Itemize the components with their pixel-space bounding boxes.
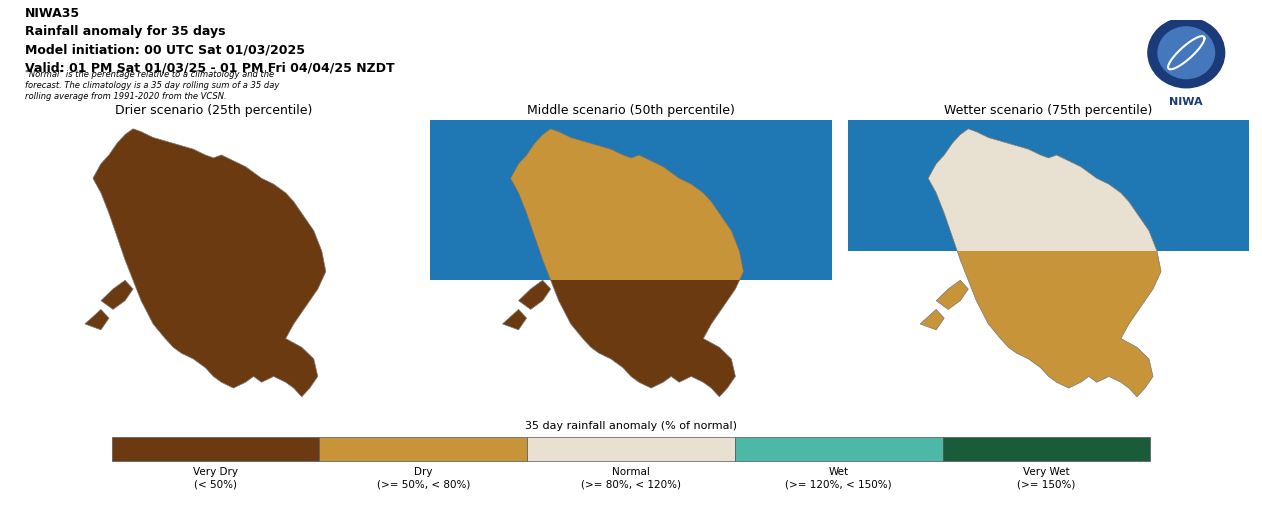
FancyBboxPatch shape [319, 437, 528, 461]
Text: "Normal" is the perentage relative to a climatology and the
forecast. The climat: "Normal" is the perentage relative to a … [25, 70, 279, 101]
Text: 35 day rainfall anomaly (% of normal): 35 day rainfall anomaly (% of normal) [525, 421, 737, 431]
FancyBboxPatch shape [528, 437, 734, 461]
Polygon shape [511, 129, 743, 397]
Polygon shape [93, 129, 326, 397]
Polygon shape [85, 309, 109, 330]
FancyBboxPatch shape [943, 437, 1151, 461]
Text: Wet
(>= 120%, < 150%): Wet (>= 120%, < 150%) [785, 466, 892, 489]
Circle shape [1159, 27, 1214, 78]
Text: Dry
(>= 50%, < 80%): Dry (>= 50%, < 80%) [376, 466, 469, 489]
Polygon shape [928, 129, 1161, 397]
Title: Middle scenario (50th percentile): Middle scenario (50th percentile) [528, 104, 734, 117]
Text: Normal
(>= 80%, < 120%): Normal (>= 80%, < 120%) [581, 466, 681, 489]
Polygon shape [511, 129, 743, 397]
Text: Very Wet
(>= 150%): Very Wet (>= 150%) [1017, 466, 1075, 489]
Polygon shape [928, 129, 1161, 397]
Text: Very Dry
(< 50%): Very Dry (< 50%) [193, 466, 239, 489]
Polygon shape [920, 309, 944, 330]
Title: Drier scenario (25th percentile): Drier scenario (25th percentile) [115, 104, 312, 117]
Circle shape [1148, 18, 1224, 88]
Polygon shape [936, 280, 968, 309]
Polygon shape [848, 91, 1249, 251]
Polygon shape [430, 91, 832, 280]
Text: NIWA: NIWA [1170, 97, 1203, 106]
Polygon shape [502, 309, 526, 330]
FancyBboxPatch shape [111, 437, 319, 461]
Polygon shape [101, 280, 133, 309]
Text: NIWA35
Rainfall anomaly for 35 days
Model initiation: 00 UTC Sat 01/03/2025
Vali: NIWA35 Rainfall anomaly for 35 days Mode… [25, 7, 395, 74]
Title: Wetter scenario (75th percentile): Wetter scenario (75th percentile) [944, 104, 1152, 117]
FancyBboxPatch shape [734, 437, 943, 461]
Polygon shape [519, 280, 550, 309]
